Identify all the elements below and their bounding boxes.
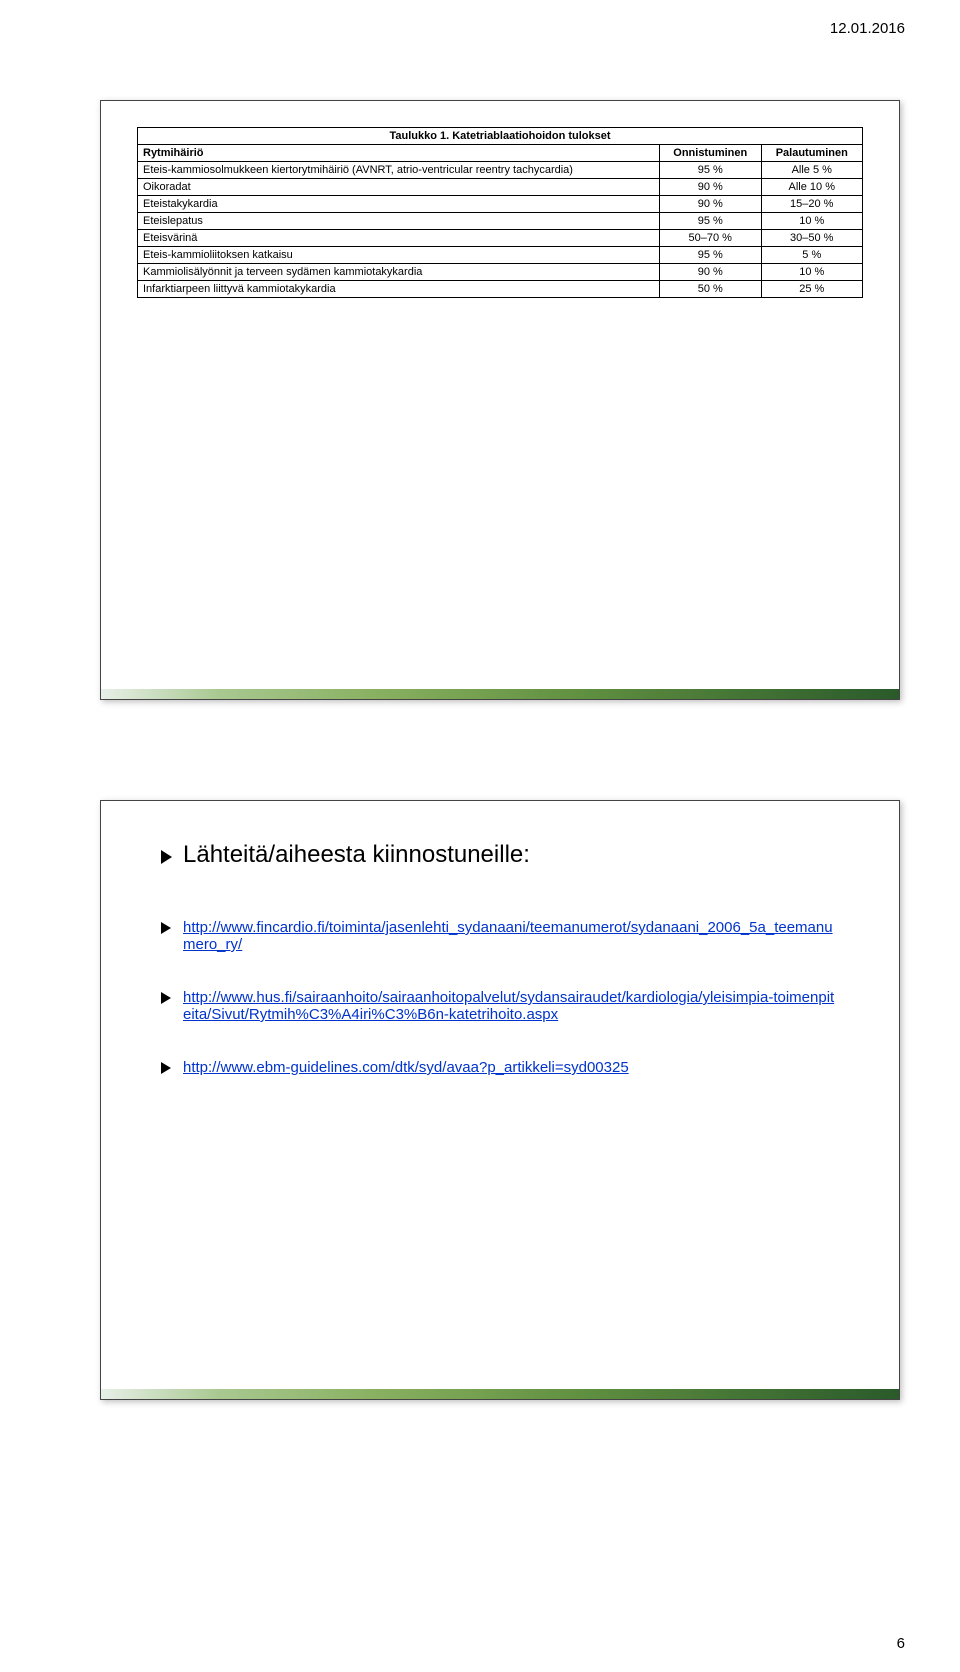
row-label: Infarktiarpeen liittyvä kammiotakykardia [138, 281, 660, 298]
list-item: http://www.fincardio.fi/toiminta/jasenle… [161, 919, 839, 953]
table-row: Eteis-kammiosolmukkeen kiertorytmihäiriö… [138, 162, 863, 179]
table-container: Taulukko 1. Katetriablaatiohoidon tuloks… [101, 101, 899, 298]
row-c1: 90 % [660, 196, 762, 213]
row-c2: Alle 10 % [761, 179, 863, 196]
row-c1: 95 % [660, 213, 762, 230]
list-item: http://www.ebm-guidelines.com/dtk/syd/av… [161, 1059, 839, 1076]
row-c1: 50 % [660, 281, 762, 298]
row-label: Eteistakykardia [138, 196, 660, 213]
row-label: Eteis-kammioliitoksen katkaisu [138, 247, 660, 264]
row-c2: 15–20 % [761, 196, 863, 213]
table-header-row: Rytmihäiriö Onnistuminen Palautuminen [138, 145, 863, 162]
table-row: Oikoradat 90 % Alle 10 % [138, 179, 863, 196]
row-c2: Alle 5 % [761, 162, 863, 179]
table-row: Eteislepatus 95 % 10 % [138, 213, 863, 230]
table-row: Infarktiarpeen liittyvä kammiotakykardia… [138, 281, 863, 298]
row-c1: 95 % [660, 247, 762, 264]
source-link[interactable]: http://www.fincardio.fi/toiminta/jasenle… [183, 919, 833, 953]
row-label: Eteislepatus [138, 213, 660, 230]
row-c2: 30–50 % [761, 230, 863, 247]
table-row: Eteis-kammioliitoksen katkaisu 95 % 5 % [138, 247, 863, 264]
col-header-1: Onnistuminen [660, 145, 762, 162]
slide-accent-bar [101, 1389, 899, 1399]
row-label: Eteis-kammiosolmukkeen kiertorytmihäiriö… [138, 162, 660, 179]
col-header-2: Palautuminen [761, 145, 863, 162]
row-c2: 5 % [761, 247, 863, 264]
row-c1: 90 % [660, 264, 762, 281]
link-list: http://www.fincardio.fi/toiminta/jasenle… [161, 919, 839, 1076]
row-c2: 25 % [761, 281, 863, 298]
source-link[interactable]: http://www.hus.fi/sairaanhoito/sairaanho… [183, 989, 834, 1023]
results-table: Taulukko 1. Katetriablaatiohoidon tuloks… [137, 127, 863, 298]
row-label: Oikoradat [138, 179, 660, 196]
slide-heading: Lähteitä/aiheesta kiinnostuneille: [183, 841, 839, 869]
table-row: Eteisvärinä 50–70 % 30–50 % [138, 230, 863, 247]
table-title: Taulukko 1. Katetriablaatiohoidon tuloks… [138, 128, 863, 145]
list-item: http://www.hus.fi/sairaanhoito/sairaanho… [161, 989, 839, 1023]
table-row: Kammiolisälyönnit ja terveen sydämen kam… [138, 264, 863, 281]
source-link[interactable]: http://www.ebm-guidelines.com/dtk/syd/av… [183, 1059, 629, 1076]
slide-body: Lähteitä/aiheesta kiinnostuneille: http:… [101, 801, 899, 1076]
slide-heading-wrap: Lähteitä/aiheesta kiinnostuneille: [161, 841, 839, 869]
row-c1: 50–70 % [660, 230, 762, 247]
slide-table: Taulukko 1. Katetriablaatiohoidon tuloks… [100, 100, 900, 700]
row-c1: 90 % [660, 179, 762, 196]
table-title-row: Taulukko 1. Katetriablaatiohoidon tuloks… [138, 128, 863, 145]
page-number: 6 [897, 1635, 905, 1652]
row-label: Kammiolisälyönnit ja terveen sydämen kam… [138, 264, 660, 281]
table-row: Eteistakykardia 90 % 15–20 % [138, 196, 863, 213]
col-header-0: Rytmihäiriö [138, 145, 660, 162]
row-c2: 10 % [761, 264, 863, 281]
date-stamp: 12.01.2016 [830, 20, 905, 37]
row-c2: 10 % [761, 213, 863, 230]
row-label: Eteisvärinä [138, 230, 660, 247]
slide-links: Lähteitä/aiheesta kiinnostuneille: http:… [100, 800, 900, 1400]
page: 12.01.2016 Taulukko 1. Katetriablaatioho… [0, 0, 960, 1672]
slide-accent-bar [101, 689, 899, 699]
row-c1: 95 % [660, 162, 762, 179]
